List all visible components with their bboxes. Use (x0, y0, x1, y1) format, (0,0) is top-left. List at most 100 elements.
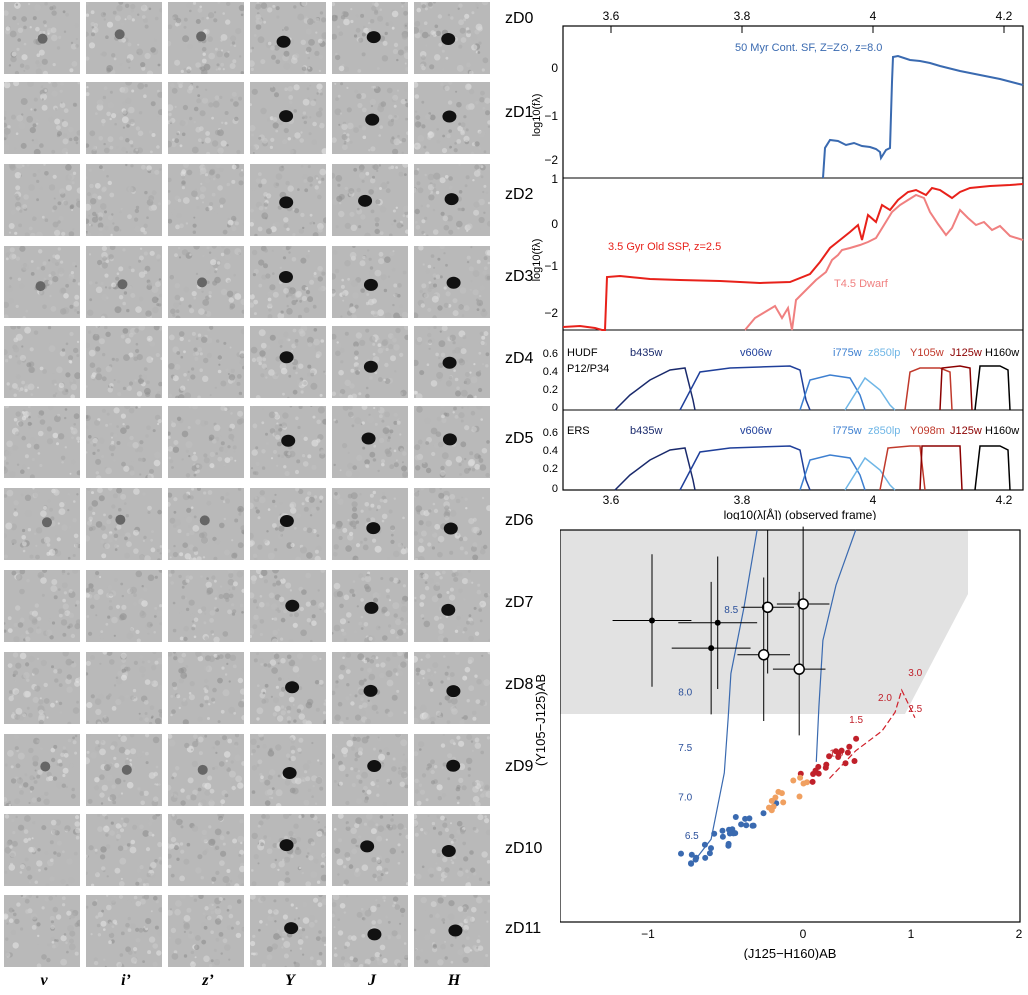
ytick: 0.6 (543, 427, 558, 439)
row-label: zD2 (505, 186, 534, 203)
row-label: zD7 (505, 594, 534, 611)
postage-stamp (414, 488, 490, 560)
track-label-red: 3.0 (908, 668, 922, 679)
y-axis-label: (Y105−J125)AB (533, 674, 548, 766)
candidate-open (776, 526, 830, 671)
model-point (743, 822, 750, 829)
postage-stamp (4, 570, 80, 642)
candidate-open (737, 577, 790, 722)
postage-stamp (4, 895, 80, 967)
postage-stamp (4, 82, 80, 154)
sed-frame (562, 25, 1024, 491)
model-point (853, 735, 860, 742)
filter-label: v606w (740, 425, 772, 437)
postage-stamp (250, 895, 326, 967)
postage-stamp (86, 734, 162, 806)
postage-stamp (86, 164, 162, 236)
bottom-tick: 4.2 (996, 493, 1013, 507)
model-point (719, 827, 726, 834)
filter-label: H160w (985, 425, 1019, 437)
candidate-filled (612, 554, 692, 687)
model-point (766, 804, 772, 811)
panel4-label: ERS (567, 425, 590, 437)
filter-label: Y105w (910, 347, 944, 359)
filter-label: b435w (630, 425, 662, 437)
x-axis-label: (J125−H160)AB (744, 946, 837, 960)
postage-stamp (168, 652, 244, 724)
postage-stamp (332, 570, 408, 642)
column-label: H (447, 972, 461, 989)
postage-stamp (414, 734, 490, 806)
y-axis-label-holder: (Y105−J125)AB (533, 674, 548, 766)
postage-stamp (86, 652, 162, 724)
chart-axes: −1 0 1 2 (J125−H160)AB 0 1 2 (641, 927, 1023, 960)
postage-stamp (4, 326, 80, 398)
postage-stamp (250, 406, 326, 478)
postage-stamp (168, 406, 244, 478)
old-ssp-line (562, 183, 1024, 331)
ytick: 0 (551, 217, 558, 231)
top-axis: 3.6 3.8 4 4.2 (603, 9, 1013, 33)
panel1-annotation: 50 Myr Cont. SF, Z=Z⊙, z=8.0 (735, 42, 882, 54)
track-label-red: 2.0 (878, 693, 892, 704)
postage-stamp (414, 570, 490, 642)
filter-label: v606w (740, 347, 772, 359)
postage-stamp (250, 326, 326, 398)
track-label-blue: 7.0 (678, 793, 692, 804)
postage-stamp (86, 814, 162, 886)
postage-stamp (332, 406, 408, 478)
top-tick: 4.2 (996, 9, 1013, 23)
panel2-ylabel: log10(fλ) (531, 239, 543, 282)
postage-stamp (414, 652, 490, 724)
model-point (688, 851, 695, 858)
column-label: Y (285, 972, 295, 989)
starburst-sed-line (822, 54, 1024, 179)
ytick: 0.2 (543, 384, 558, 396)
model-point (706, 850, 713, 857)
filter-label: i775w (833, 347, 862, 359)
model-point (711, 830, 718, 837)
filter-label: Y098m (910, 425, 945, 437)
model-point (702, 854, 709, 861)
filter-label: J125w (950, 347, 982, 359)
postage-stamp (414, 2, 490, 74)
model-point (742, 815, 749, 822)
postage-stamp (332, 652, 408, 724)
ytick: 0.6 (543, 348, 558, 360)
postage-stamp (332, 488, 408, 560)
model-point (790, 777, 797, 784)
filter-label: b435w (630, 347, 662, 359)
postage-stamp (86, 2, 162, 74)
row-label: zD3 (505, 268, 534, 285)
model-point (693, 854, 700, 861)
postage-stamp (86, 82, 162, 154)
column-label: v (40, 972, 48, 989)
xtick: 2 (1016, 927, 1023, 941)
postage-stamp (250, 164, 326, 236)
model-point (842, 760, 849, 767)
ytick: −2 (544, 153, 558, 167)
model-point (732, 830, 739, 837)
ytick: 0 (551, 61, 558, 75)
model-point (772, 794, 779, 801)
postage-stamp (414, 406, 490, 478)
postage-stamp (414, 814, 490, 886)
filter-label: J125w (950, 425, 982, 437)
postage-stamp (332, 164, 408, 236)
postage-stamp (86, 488, 162, 560)
panel2-annotation-dwarf: T4.5 Dwarf (834, 278, 889, 290)
postage-stamp (4, 488, 80, 560)
model-point (701, 841, 708, 848)
model-point (826, 753, 833, 760)
candidate-points (612, 526, 860, 867)
sed-panel-old-ssp: log10(fλ) 1 0 −1 −2 3.5 Gyr Old SSP, z=2… (531, 172, 1024, 331)
ytick: 1 (551, 172, 558, 186)
bottom-tick: 3.8 (734, 493, 751, 507)
postage-stamp (4, 734, 80, 806)
postage-stamp (168, 570, 244, 642)
track-label-blue: 7.5 (678, 743, 692, 754)
ytick: −1 (544, 109, 558, 123)
color-color-chart: −1 0 1 2 (J125−H160)AB 0 1 2 6.57.07.58.… (560, 526, 1023, 960)
model-point (844, 749, 851, 756)
postage-stamp (86, 326, 162, 398)
